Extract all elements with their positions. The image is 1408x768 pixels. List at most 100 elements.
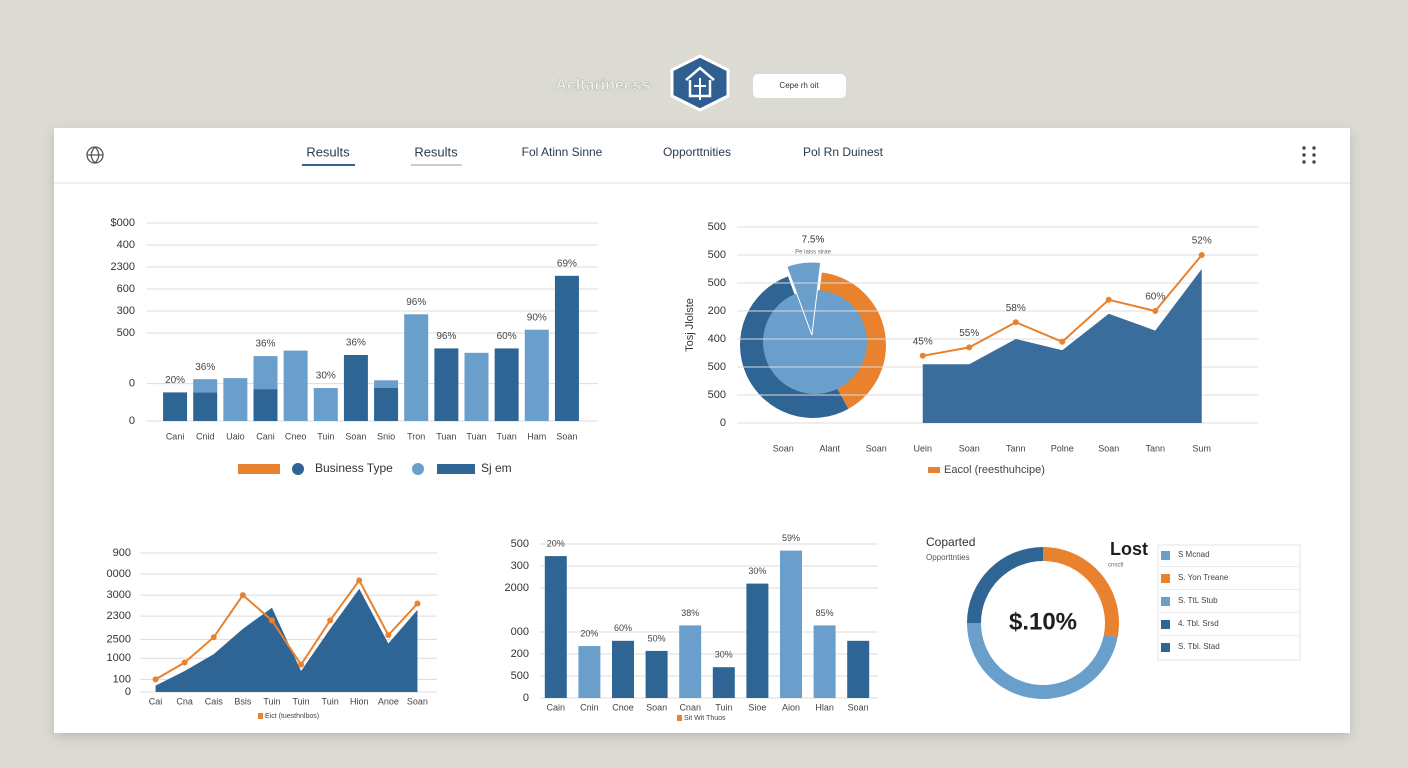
bar-note: 36% [195, 362, 215, 373]
x-tick-label: Soan [848, 702, 869, 712]
y-tick-label: 400 [708, 333, 726, 345]
bar [163, 392, 188, 421]
point-note: 60% [1145, 292, 1165, 303]
bar-note: 20% [580, 628, 598, 638]
y-tick-label: $000 [111, 217, 135, 229]
x-tick-label: Snio [377, 431, 395, 441]
y-tick-label: 0 [129, 378, 135, 390]
x-tick-label: Polne [1051, 443, 1074, 453]
line-marker [268, 617, 275, 624]
y-tick-label: 500 [117, 327, 135, 339]
brand: Acltarinecss [555, 77, 650, 94]
bar-note: 60% [614, 623, 632, 633]
globe-icon[interactable] [86, 146, 104, 164]
y-tick-label: 2000 [505, 582, 529, 594]
x-tick-label: Soan [866, 443, 887, 453]
y-tick-label: 200 [511, 648, 529, 660]
x-tick-label: Hlan [815, 702, 834, 712]
bar-note: 59% [782, 533, 800, 543]
y-tick-label: 0000 [107, 568, 131, 580]
bar [524, 329, 549, 421]
legend-swatch [1161, 597, 1170, 606]
legend-swatch [1161, 574, 1170, 583]
nav-item[interactable]: Results [306, 144, 350, 159]
y-tick-label: 0 [125, 686, 131, 698]
bar [223, 378, 248, 421]
bar [253, 389, 278, 421]
legend-label: S Mcnad [1178, 550, 1210, 559]
y-axis-title: Tosj Jlolste [684, 298, 696, 352]
x-tick-label: Soan [345, 431, 366, 441]
y-tick-label: 000 [511, 626, 529, 638]
x-tick-label: Soan [1098, 443, 1119, 453]
y-tick-label: 0 [720, 417, 726, 429]
x-tick-label: Tuin [322, 696, 339, 706]
bar [253, 356, 278, 390]
x-tick-label: Tuan [466, 431, 486, 441]
bar [464, 352, 489, 421]
x-tick-label: Tuin [263, 696, 280, 706]
line-marker [919, 352, 926, 359]
y-tick-label: 900 [113, 547, 131, 559]
x-tick-label: Tann [1006, 443, 1026, 453]
line-marker [239, 592, 246, 599]
line-marker [1198, 252, 1205, 258]
x-tick-label: Bsis [234, 696, 252, 706]
bar [554, 275, 579, 421]
bar-note: 60% [497, 331, 517, 342]
bar [612, 640, 634, 698]
point-note: 55% [959, 328, 979, 339]
x-tick-label: Cnoe [612, 702, 634, 712]
pie-caption: Pe laiss sirae [795, 250, 831, 256]
x-tick-label: Tann [1145, 443, 1165, 453]
line-marker [1059, 338, 1066, 345]
bar [313, 388, 338, 421]
x-tick-label: Cani [166, 431, 185, 441]
donut-status: Lost [1110, 539, 1148, 559]
y-tick-label: 500 [708, 249, 726, 261]
header-button-label[interactable]: Cepe rh oit [779, 81, 819, 90]
bar-note: 30% [316, 371, 336, 382]
x-tick-label: Cnid [196, 431, 215, 441]
y-tick-label: 500 [511, 670, 529, 682]
legend-label: S. Tbl. Stad [1178, 642, 1220, 651]
line-marker [298, 661, 305, 668]
x-tick-label: Cneo [285, 431, 307, 441]
area [155, 588, 418, 692]
legend-swatch [1161, 643, 1170, 652]
y-tick-label: 100 [113, 673, 131, 685]
nav-item[interactable]: Results [414, 144, 458, 159]
x-tick-label: Alant [819, 443, 840, 453]
more-menu[interactable] [1302, 146, 1316, 164]
nav-item[interactable]: Pol Rn Duinest [803, 145, 884, 159]
y-tick-label: 500 [511, 538, 529, 550]
legend-label: Sit Wit Thuos [684, 715, 726, 722]
x-tick-label: Soan [959, 443, 980, 453]
y-tick-label: 3000 [107, 589, 131, 601]
bar-note: 50% [648, 633, 666, 643]
bar [283, 350, 308, 421]
x-tick-label: Cai [149, 696, 163, 706]
area [922, 269, 1202, 423]
legend-swatch [677, 715, 682, 721]
bar-note: 36% [346, 338, 366, 349]
bar-note: 96% [406, 297, 426, 308]
x-tick-label: Uaio [226, 431, 245, 441]
nav-item[interactable]: Opporttnities [663, 145, 731, 159]
legend-decor [238, 464, 280, 474]
bar-note: 96% [436, 331, 456, 342]
legend-swatch [1161, 620, 1170, 629]
y-tick-label: 0 [523, 692, 529, 704]
header-button[interactable] [753, 74, 846, 98]
x-tick-label: Cais [205, 696, 224, 706]
bar [780, 550, 802, 698]
bar [544, 556, 567, 698]
point-note: 45% [913, 336, 933, 347]
nav-item[interactable]: Fol Atinn Sinne [522, 145, 603, 159]
bar-note: 30% [715, 650, 733, 660]
bar-note: 20% [547, 538, 565, 548]
x-tick-label: Tuan [436, 431, 456, 441]
y-tick-label: 1000 [107, 652, 131, 664]
bar [193, 392, 218, 421]
x-tick-label: Cnan [679, 702, 701, 712]
